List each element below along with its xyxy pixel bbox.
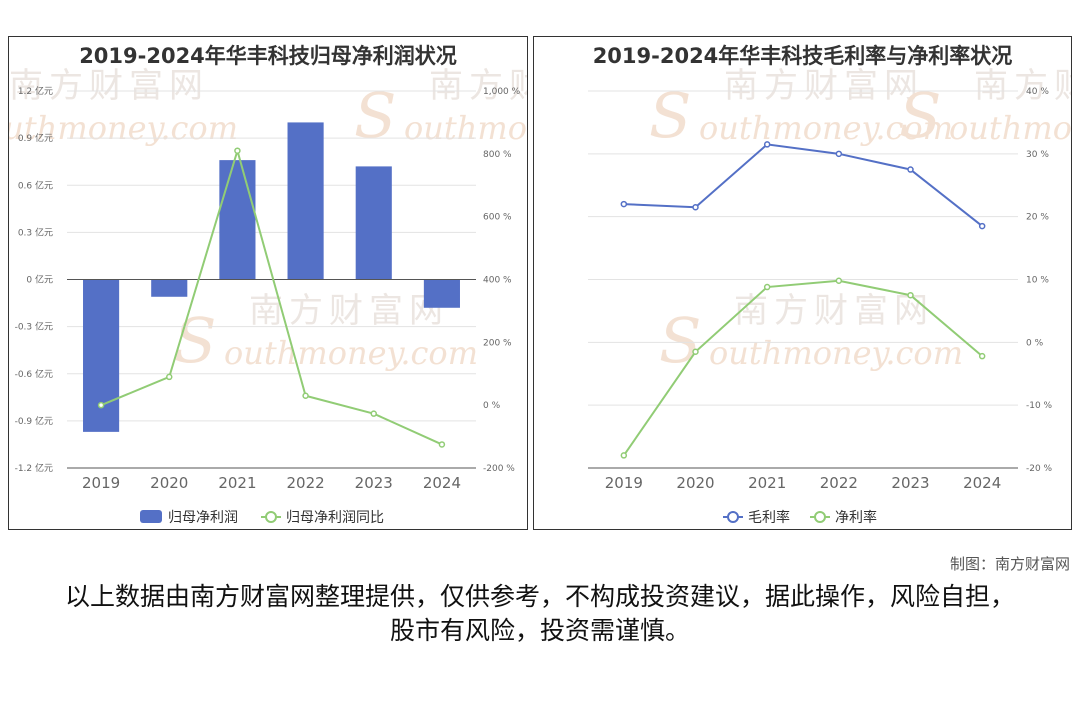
watermark-en: outhmoney.com bbox=[404, 109, 528, 147]
y-tick-label: 10 % bbox=[1026, 276, 1049, 286]
legend-swatch-net-profit bbox=[140, 510, 162, 523]
x-tick-label: 2021 bbox=[748, 474, 786, 492]
x-tick-label: 2019 bbox=[82, 474, 120, 492]
y-right-tick-label: 1,000 % bbox=[483, 87, 521, 97]
bar-net-profit bbox=[151, 279, 188, 297]
y-left-tick-label: -0.6 亿元 bbox=[15, 368, 53, 380]
y-left-tick-label: 0 亿元 bbox=[26, 274, 53, 286]
point-yoy bbox=[97, 401, 105, 409]
watermark-en: outhmoney.com bbox=[709, 334, 963, 372]
point-yoy bbox=[234, 147, 241, 154]
y-right-tick-label: 800 % bbox=[483, 150, 512, 160]
watermark-cn: 南方财富网 bbox=[734, 291, 934, 331]
point-series bbox=[978, 352, 986, 360]
bar-net-profit bbox=[83, 279, 120, 432]
watermark-s: S bbox=[649, 79, 691, 152]
margin-chart: 南方财富网Southmoney.com南方财富网Southmoney.com南方… bbox=[588, 66, 1072, 526]
point-series bbox=[907, 291, 914, 299]
point-series bbox=[692, 203, 699, 211]
legend-label-gross-margin: 毛利率 bbox=[748, 509, 790, 526]
y-tick-label: 40 % bbox=[1026, 87, 1049, 97]
point-series bbox=[907, 166, 914, 173]
disclaimer-text: 以上数据由南方财富网整理提供，仅供参考，不构成投资建议，据此操作，风险自担，股市… bbox=[64, 582, 1015, 645]
watermark-cn: 南方财富网 bbox=[724, 66, 924, 106]
point-yoy bbox=[438, 441, 446, 448]
legend-label-net-margin: 净利率 bbox=[835, 509, 877, 526]
watermark-en: outhmoney.com bbox=[9, 109, 238, 147]
y-left-tick-label: -0.3 亿元 bbox=[15, 321, 53, 333]
y-left-tick-label: -0.9 亿元 bbox=[15, 415, 53, 427]
watermark-cn: 南方财富网 bbox=[9, 66, 209, 106]
x-tick-label: 2020 bbox=[676, 474, 714, 492]
watermark-en: outhmoney.com bbox=[224, 334, 478, 372]
point-yoy bbox=[166, 373, 173, 381]
net-profit-chart: 南方财富网Southmoney.com南方财富网Southmoney.com南方… bbox=[9, 66, 528, 526]
point-series bbox=[692, 348, 699, 356]
legend-label-yoy: 归母净利润同比 bbox=[286, 509, 384, 526]
watermark-cn: 南方财富网 bbox=[974, 66, 1072, 106]
y-left-tick-label: -1.2 亿元 bbox=[15, 462, 53, 474]
x-tick-label: 2022 bbox=[286, 474, 324, 492]
y-tick-label: 20 % bbox=[1026, 213, 1049, 223]
chart-title: 2019-2024年华丰科技归母净利润状况 bbox=[79, 44, 457, 68]
point-series bbox=[978, 222, 986, 230]
y-left-tick-label: 0.3 亿元 bbox=[18, 226, 53, 238]
watermark-en: outhmoney.com bbox=[949, 109, 1072, 147]
y-tick-label: -10 % bbox=[1026, 401, 1053, 411]
x-tick-label: 2023 bbox=[891, 474, 929, 492]
point-series bbox=[763, 283, 771, 291]
legend-marker-yoy bbox=[265, 511, 277, 523]
watermark-s: S bbox=[659, 304, 701, 377]
y-tick-label: -20 % bbox=[1026, 464, 1053, 474]
point-yoy bbox=[370, 410, 377, 417]
y-right-tick-label: 600 % bbox=[483, 213, 512, 223]
x-tick-label: 2024 bbox=[963, 474, 1001, 492]
bar-net-profit bbox=[355, 166, 392, 280]
bar-net-profit bbox=[287, 122, 324, 280]
y-left-tick-label: 0.6 亿元 bbox=[18, 179, 53, 191]
chart-panel-net-profit: 南方财富网Southmoney.com南方财富网Southmoney.com南方… bbox=[8, 36, 528, 530]
y-right-tick-label: 0 % bbox=[483, 401, 501, 411]
bar-net-profit bbox=[423, 279, 460, 308]
line-yoy bbox=[100, 147, 443, 446]
y-left-tick-label: 0.9 亿元 bbox=[18, 132, 53, 144]
y-tick-label: 0 % bbox=[1026, 338, 1044, 348]
watermark-s: S bbox=[899, 79, 941, 152]
x-tick-label: 2022 bbox=[820, 474, 858, 492]
point-series bbox=[835, 150, 843, 158]
chart-title: 2019-2024年华丰科技毛利率与净利率状况 bbox=[592, 44, 1013, 68]
watermark-cn: 南方财富网 bbox=[429, 66, 528, 106]
point-series bbox=[620, 200, 628, 208]
line-series bbox=[623, 279, 983, 457]
legend-marker-gross-margin bbox=[727, 511, 739, 523]
y-right-tick-label: -200 % bbox=[483, 464, 515, 474]
y-right-tick-label: 200 % bbox=[483, 338, 512, 348]
legend-label-net-profit: 归母净利润 bbox=[168, 509, 238, 526]
point-series bbox=[620, 452, 628, 459]
x-tick-label: 2023 bbox=[355, 474, 393, 492]
chart-panel-margins: 南方财富网Southmoney.com南方财富网Southmoney.com南方… bbox=[533, 36, 1072, 530]
line-series bbox=[623, 143, 983, 227]
x-tick-label: 2019 bbox=[605, 474, 643, 492]
x-tick-label: 2024 bbox=[423, 474, 461, 492]
legend-marker-net-margin bbox=[814, 511, 826, 523]
y-left-tick-label: 1.2 亿元 bbox=[18, 85, 53, 97]
y-right-tick-label: 400 % bbox=[483, 276, 512, 286]
x-tick-label: 2021 bbox=[218, 474, 256, 492]
chart-credit: 制图：南方财富网 bbox=[949, 555, 1070, 573]
x-tick-label: 2020 bbox=[150, 474, 188, 492]
point-series bbox=[835, 277, 843, 285]
watermark-en: outhmoney.com bbox=[699, 109, 953, 147]
point-yoy bbox=[302, 392, 309, 399]
bar-net-profit bbox=[219, 160, 256, 280]
y-tick-label: 30 % bbox=[1026, 150, 1049, 160]
point-series bbox=[763, 141, 771, 148]
watermark-s: S bbox=[354, 79, 396, 152]
